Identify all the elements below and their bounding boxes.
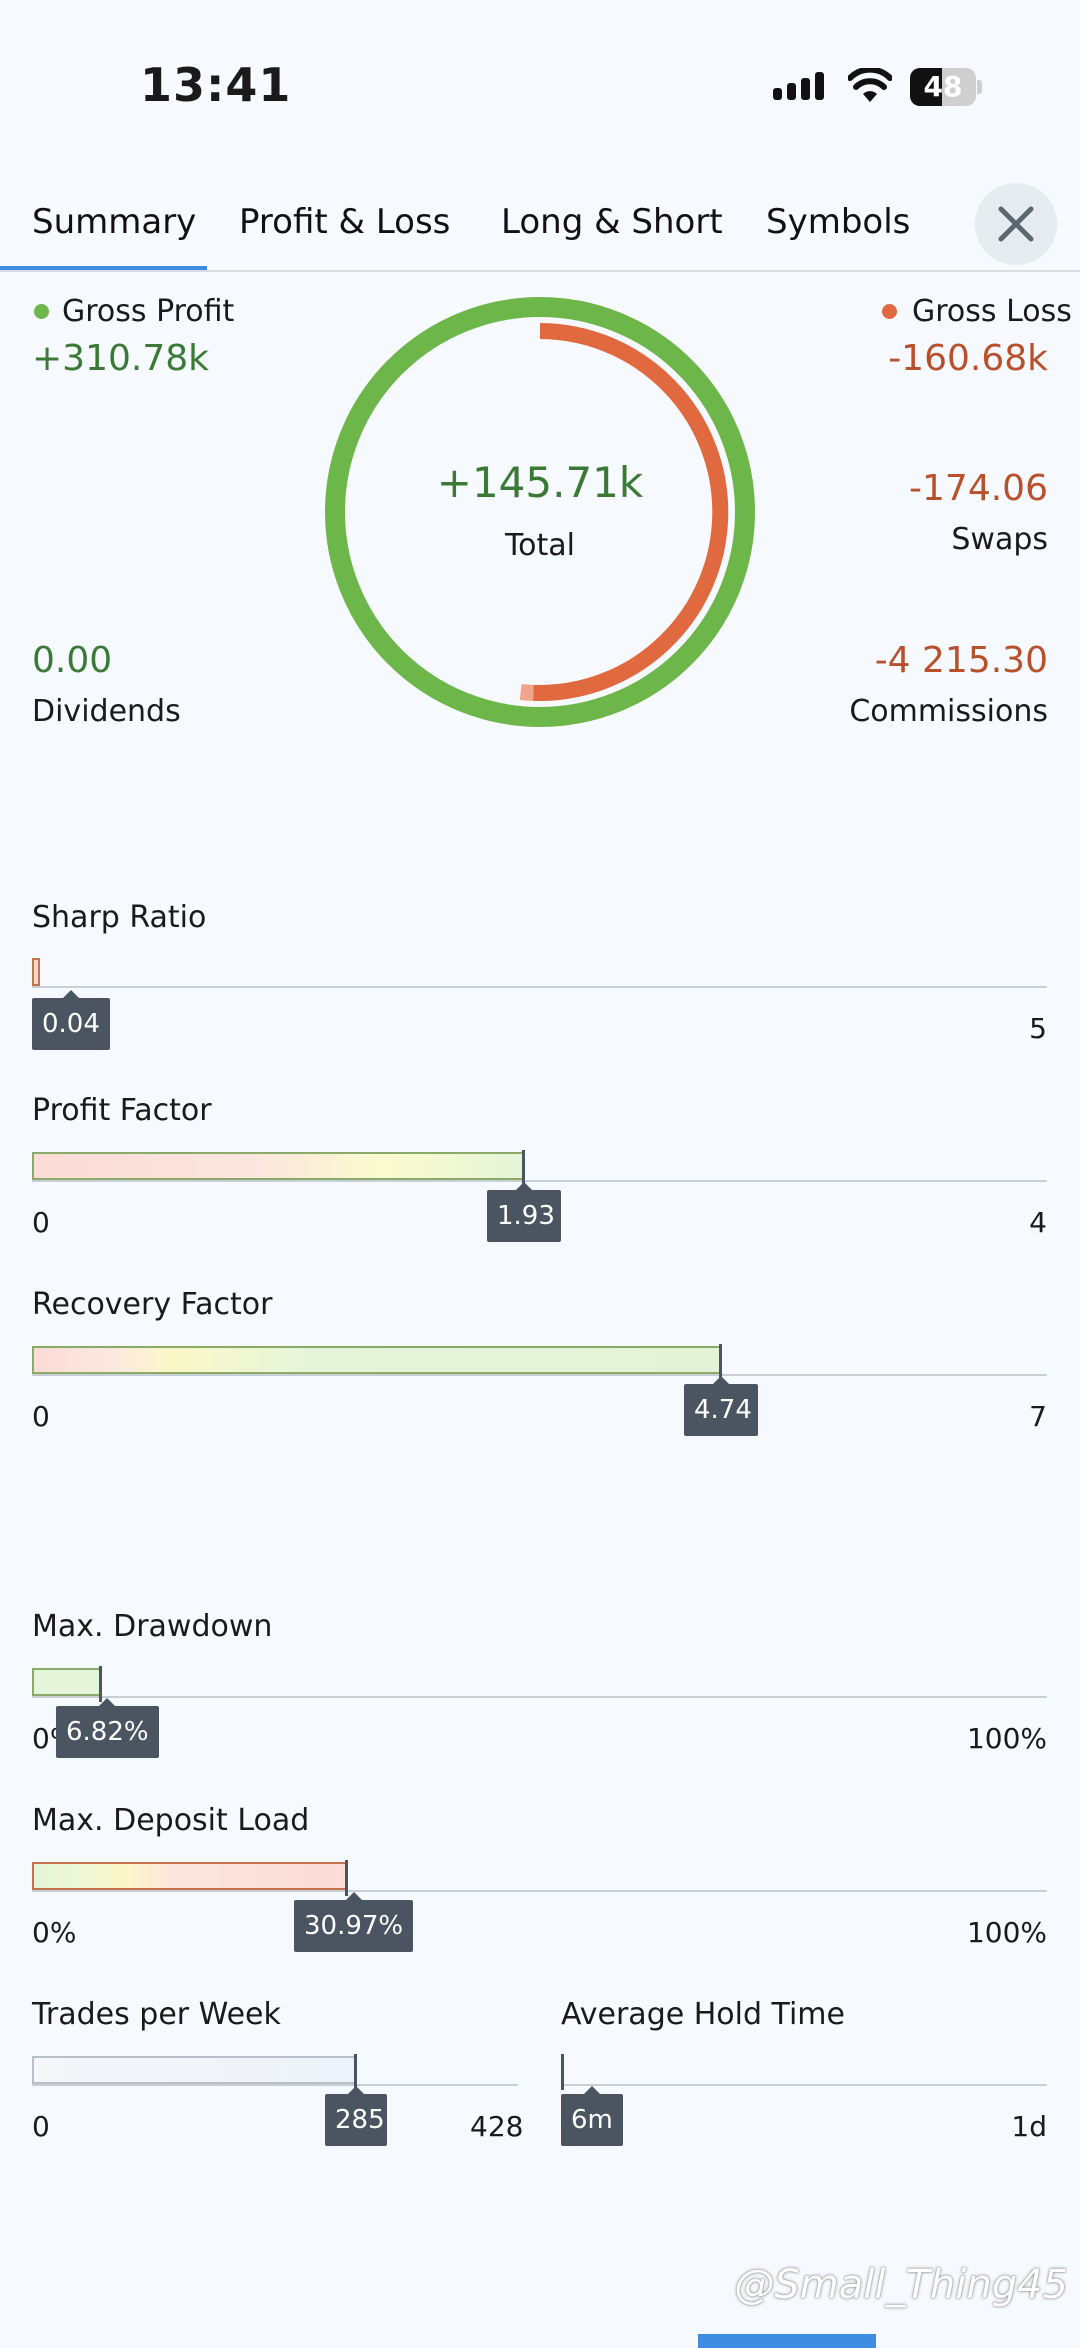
recovery-factor-min: 0 xyxy=(32,1400,50,1433)
max-drawdown-bar xyxy=(32,1668,102,1696)
trades-per-week-title: Trades per Week xyxy=(32,1997,281,2032)
dividends-value: 0.00 xyxy=(32,640,113,681)
recovery-factor-max: 7 xyxy=(1029,1400,1047,1433)
trades-per-week-min: 0 xyxy=(32,2110,50,2143)
close-icon xyxy=(998,206,1034,242)
commissions-label: Commissions xyxy=(849,694,1048,729)
gross-loss-value: -160.68k xyxy=(888,338,1048,379)
tab-long-short[interactable]: Long & Short xyxy=(501,202,723,242)
recovery-factor-value-badge: 4.74 xyxy=(684,1376,758,1436)
bottom-tab-indicator xyxy=(698,2334,876,2348)
gross-profit-value: +310.78k xyxy=(32,338,209,379)
status-time: 13:41 xyxy=(140,58,292,112)
total-value: +145.71k xyxy=(436,458,644,507)
trades-per-week-bar xyxy=(32,2056,357,2084)
max-deposit-load-bar xyxy=(32,1862,348,1890)
profit-factor-max: 4 xyxy=(1029,1206,1047,1239)
sharp-ratio-title: Sharp Ratio xyxy=(32,900,207,935)
profit-factor-value-badge: 1.93 xyxy=(487,1182,561,1242)
swaps-commissions-arc xyxy=(519,684,534,701)
battery-level: 48 xyxy=(923,70,963,103)
max-deposit-load-min: 0% xyxy=(32,1916,77,1949)
total-label: Total xyxy=(504,528,576,563)
tab-bar: Summary Profit & Loss Long & Short Symbo… xyxy=(0,190,1080,272)
gross-loss-label: Gross Loss xyxy=(912,294,1072,329)
sharp-ratio-bar xyxy=(32,958,40,986)
gross-loss-dot xyxy=(882,304,897,319)
average-hold-time-title: Average Hold Time xyxy=(561,1997,845,2032)
sharp-ratio-value-badge: 0.04 xyxy=(32,990,110,1050)
dividends-label: Dividends xyxy=(32,694,181,729)
sharp-ratio-track xyxy=(32,986,1047,988)
max-deposit-load-marker xyxy=(345,1860,348,1896)
trades-per-week-track xyxy=(32,2084,518,2086)
tab-symbols[interactable]: Symbols xyxy=(766,202,911,242)
tab-profit-loss[interactable]: Profit & Loss xyxy=(239,202,451,242)
average-hold-time-track xyxy=(561,2084,1047,2086)
trades-per-week-value-badge: 285 xyxy=(325,2086,387,2146)
recovery-factor-title: Recovery Factor xyxy=(32,1287,273,1322)
active-tab-indicator xyxy=(0,266,207,270)
cellular-signal-icon xyxy=(773,72,824,100)
max-drawdown-value-badge: 6.82% xyxy=(56,1698,159,1758)
average-hold-time-max: 1d xyxy=(1011,2110,1047,2143)
tab-divider xyxy=(0,270,1080,272)
gross-profit-ring xyxy=(325,297,755,727)
profit-factor-title: Profit Factor xyxy=(32,1093,212,1128)
battery-fill xyxy=(910,68,942,106)
profit-factor-bar xyxy=(32,1152,524,1180)
profit-factor-min: 0 xyxy=(32,1206,50,1239)
max-deposit-load-track xyxy=(32,1890,1047,1892)
watermark: @Small_Thing45 xyxy=(734,2262,1068,2308)
swaps-label: Swaps xyxy=(951,522,1048,557)
max-drawdown-marker xyxy=(99,1666,102,1702)
swaps-value: -174.06 xyxy=(909,468,1048,509)
trades-per-week-max: 428 xyxy=(470,2110,524,2143)
close-button[interactable] xyxy=(975,183,1057,265)
wifi-icon xyxy=(848,68,892,102)
commissions-value: -4 215.30 xyxy=(874,640,1048,681)
gross-profit-dot xyxy=(34,304,49,319)
profit-factor-track xyxy=(32,1180,1047,1182)
average-hold-time-value-badge: 6m xyxy=(561,2086,623,2146)
recovery-factor-bar xyxy=(32,1346,721,1374)
max-deposit-load-max: 100% xyxy=(966,1916,1047,1949)
trades-per-week-marker xyxy=(354,2054,357,2090)
max-deposit-load-value-badge: 30.97% xyxy=(294,1892,414,1952)
tab-summary[interactable]: Summary xyxy=(32,202,197,242)
max-drawdown-max: 100% xyxy=(966,1722,1047,1755)
max-drawdown-title: Max. Drawdown xyxy=(32,1609,273,1644)
gross-loss-arc xyxy=(533,323,729,701)
gross-profit-label: Gross Profit xyxy=(62,294,235,329)
max-deposit-load-title: Max. Deposit Load xyxy=(32,1803,310,1838)
recovery-factor-marker xyxy=(719,1344,722,1380)
sharp-ratio-max: 5 xyxy=(1029,1012,1047,1045)
max-drawdown-track xyxy=(32,1696,1047,1698)
recovery-factor-track xyxy=(32,1374,1047,1376)
profit-factor-marker xyxy=(522,1150,525,1186)
battery-icon: 48 xyxy=(910,68,982,106)
average-hold-time-marker xyxy=(561,2054,564,2090)
profit-loss-donut-chart xyxy=(325,297,755,727)
